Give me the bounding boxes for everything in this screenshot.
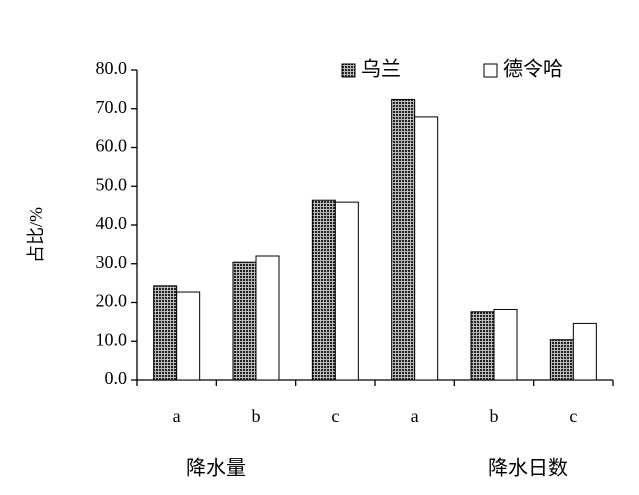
bar <box>311 199 336 381</box>
x-tick-label: c <box>331 406 339 426</box>
group-label: 降水日数 <box>488 457 568 480</box>
bar <box>232 261 257 381</box>
y-tick-label: 60.0 <box>96 136 128 156</box>
x-tick-label: b <box>252 406 261 426</box>
legend-label: 德令哈 <box>503 58 563 81</box>
y-tick-label: 80.0 <box>96 58 128 78</box>
x-tick-label: c <box>569 406 577 426</box>
legend-swatch <box>483 63 498 78</box>
bar <box>391 98 416 381</box>
bar <box>176 291 201 381</box>
bar <box>549 339 574 381</box>
y-tick-label: 50.0 <box>96 174 128 194</box>
bar <box>153 285 178 381</box>
bar <box>493 308 518 381</box>
bar <box>334 201 359 381</box>
y-axis-label: 占比/% <box>26 207 46 263</box>
y-tick-label: 30.0 <box>96 252 128 272</box>
legend-swatch <box>341 63 356 78</box>
y-tick-label: 70.0 <box>96 97 128 117</box>
bar <box>414 116 439 381</box>
x-tick-label: a <box>173 406 181 426</box>
y-tick-label: 0.0 <box>105 368 128 388</box>
group-label: 降水量 <box>186 457 246 480</box>
y-tick-label: 40.0 <box>96 213 128 233</box>
y-tick-label: 20.0 <box>96 291 128 311</box>
bar <box>470 311 495 381</box>
y-tick-label: 10.0 <box>96 329 128 349</box>
x-tick-label: b <box>490 406 499 426</box>
legend-label: 乌兰 <box>361 58 401 81</box>
bar <box>572 322 597 381</box>
x-tick-label: a <box>411 406 419 426</box>
bar <box>255 255 280 381</box>
